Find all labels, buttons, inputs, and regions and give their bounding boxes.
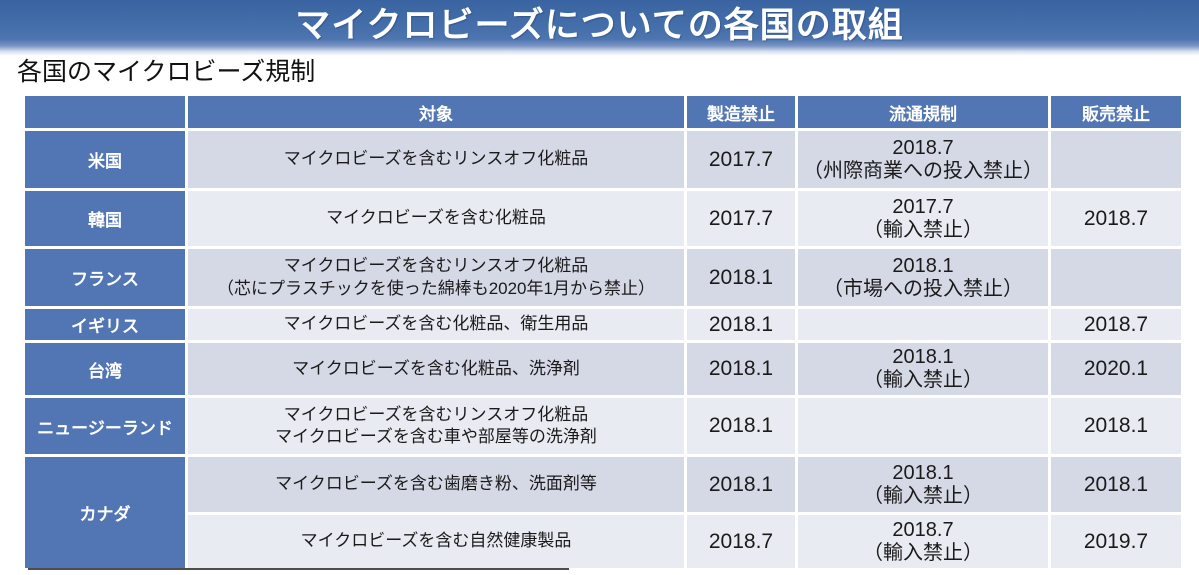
distribution-regulation-cell (798, 309, 1048, 340)
manufacture-ban-cell: 2018.1 (687, 457, 795, 512)
header-sales-ban: 販売禁止 (1051, 96, 1181, 128)
manufacture-ban-cell: 2018.1 (687, 309, 795, 340)
country-cell: 韓国 (25, 191, 185, 246)
table-row-canada-1: カナダ マイクロビーズを含む歯磨き粉、洗面剤等 2018.1 2018.1 （輸… (25, 457, 1181, 568)
table-row-korea: 韓国 マイクロビーズを含む化粧品 2017.7 2017.7 （輸入禁止） 20… (25, 191, 1181, 246)
distribution-regulation-cell: 2018.1 （市場への投入禁止） (798, 249, 1048, 306)
country-cell: 米国 (25, 131, 185, 188)
distribution-regulation-cell: 2018.7 （輸入禁止） (798, 515, 1048, 568)
country-cell: イギリス (25, 309, 185, 340)
target-cell: マイクロビーズを含む化粧品、衛生用品 (188, 309, 684, 340)
target-cell: マイクロビーズを含むリンスオフ化粧品 （芯にプラスチックを使った綿棒も2020年… (188, 249, 684, 306)
target-cell: マイクロビーズを含むリンスオフ化粧品 マイクロビーズを含む車や部屋等の洗浄剤 (188, 398, 684, 454)
distribution-regulation-cell (798, 398, 1048, 454)
table-row-france: フランス マイクロビーズを含むリンスオフ化粧品 （芯にプラスチックを使った綿棒も… (25, 249, 1181, 306)
distribution-regulation-cell: 2018.1 （輸入禁止） (798, 457, 1048, 512)
manufacture-ban-cell: 2018.1 (687, 398, 795, 454)
table-bottom-border-line (28, 568, 569, 570)
country-cell: ニュージーランド (25, 398, 185, 454)
target-cell: マイクロビーズを含む自然健康製品 (188, 515, 684, 568)
header-target: 対象 (188, 96, 684, 128)
distribution-regulation-cell: 2018.1 （輸入禁止） (798, 343, 1048, 395)
sales-ban-cell: 2018.7 (1051, 191, 1181, 246)
table-row-new-zealand: ニュージーランド マイクロビーズを含むリンスオフ化粧品 マイクロビーズを含む車や… (25, 398, 1181, 454)
title-bar: マイクロビーズについての各国の取組 (0, 0, 1199, 56)
table-header-row: 対象 製造禁止 流通規制 販売禁止 (25, 96, 1181, 128)
distribution-regulation-cell: 2017.7 （輸入禁止） (798, 191, 1048, 246)
sales-ban-cell: 2018.1 (1051, 457, 1181, 512)
page-title: マイクロビーズについての各国の取組 (295, 6, 904, 45)
country-cell: カナダ (25, 457, 185, 568)
manufacture-ban-cell: 2017.7 (687, 191, 795, 246)
table-row-uk: イギリス マイクロビーズを含む化粧品、衛生用品 2018.1 2018.7 (25, 309, 1181, 340)
sales-ban-cell (1051, 131, 1181, 188)
sales-ban-cell: 2019.7 (1051, 515, 1181, 568)
header-country (25, 96, 185, 128)
sales-ban-cell: 2018.7 (1051, 309, 1181, 340)
table-row-taiwan: 台湾 マイクロビーズを含む化粧品、洗浄剤 2018.1 2018.1 （輸入禁止… (25, 343, 1181, 395)
country-cell: 台湾 (25, 343, 185, 395)
manufacture-ban-cell: 2018.1 (687, 249, 795, 306)
header-manufacture-ban: 製造禁止 (687, 96, 795, 128)
sales-ban-cell: 2018.1 (1051, 398, 1181, 454)
sales-ban-cell: 2020.1 (1051, 343, 1181, 395)
target-cell: マイクロビーズを含む化粧品 (188, 191, 684, 246)
header-distribution-regulation: 流通規制 (798, 96, 1048, 128)
section-subtitle: 各国のマイクロビーズ規制 (17, 58, 316, 86)
distribution-regulation-cell: 2018.7 （州際商業への投入禁止） (798, 131, 1048, 188)
target-cell: マイクロビーズを含む化粧品、洗浄剤 (188, 343, 684, 395)
target-cell: マイクロビーズを含むリンスオフ化粧品 (188, 131, 684, 188)
table-row-canada-2: マイクロビーズを含む自然健康製品 2018.7 2018.7 （輸入禁止） 20… (25, 515, 1181, 568)
manufacture-ban-cell: 2017.7 (687, 131, 795, 188)
regulation-table: 対象 製造禁止 流通規制 販売禁止 米国 マイクロビーズを含むリンスオフ化粧品 … (22, 93, 1184, 571)
table-row-usa: 米国 マイクロビーズを含むリンスオフ化粧品 2017.7 2018.7 （州際商… (25, 131, 1181, 188)
manufacture-ban-cell: 2018.7 (687, 515, 795, 568)
sales-ban-cell (1051, 249, 1181, 306)
manufacture-ban-cell: 2018.1 (687, 343, 795, 395)
country-cell: フランス (25, 249, 185, 306)
target-cell: マイクロビーズを含む歯磨き粉、洗面剤等 (188, 457, 684, 512)
